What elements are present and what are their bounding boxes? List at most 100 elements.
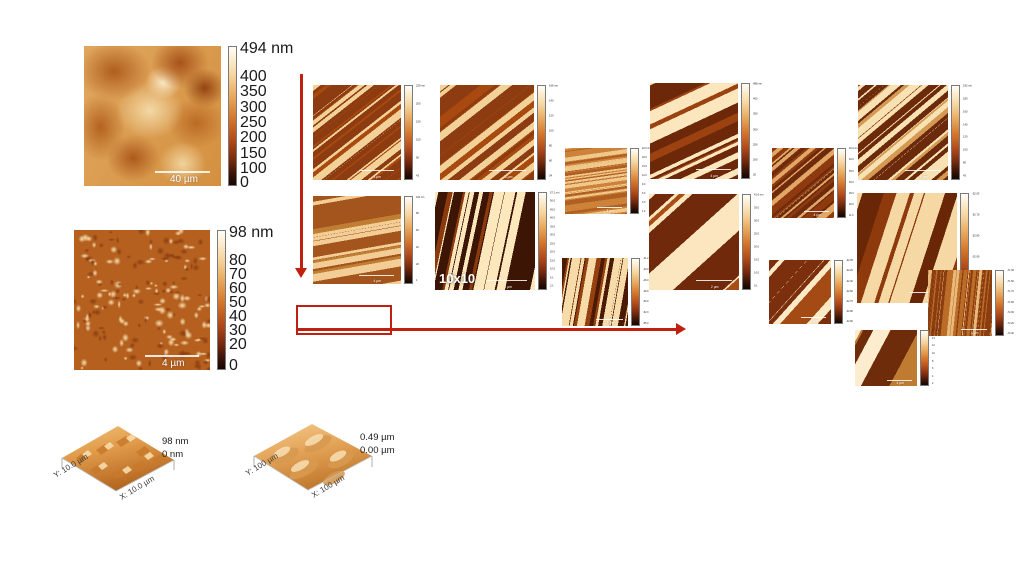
scale-bar <box>887 379 913 381</box>
afm-image <box>855 330 917 386</box>
colorbar-tick-label: 12 <box>932 344 935 348</box>
afm-image <box>649 194 739 290</box>
colorbar-tick-label: -52.70 <box>972 213 980 217</box>
tile-r1c2-colorbar: 166 nm 140 120 100 80 60 34 <box>537 85 563 180</box>
scale-bar-label: 40 µm <box>170 173 198 185</box>
colorbar-tick-label: -52.0 <box>643 310 649 314</box>
colorbar-tick-label: -71.80 <box>1007 300 1014 304</box>
colorbar-tick-label: 40 <box>416 245 419 249</box>
afm-image-top <box>84 46 221 186</box>
process-direction-arrow-down-head <box>295 268 307 278</box>
scale-bar-label: 4 µm <box>970 331 979 336</box>
empty-annotation-box[interactable] <box>296 305 392 335</box>
colorbar-max-label: 166 nm <box>549 84 558 88</box>
colorbar-tick-label: 20 <box>753 173 756 177</box>
afm-image <box>562 258 628 326</box>
colorbar-tick-label: -46.0 <box>643 278 649 282</box>
tile-r3c1[interactable]: 4 µm <box>928 270 992 336</box>
colorbar-tick-label: 25.0 <box>754 232 760 236</box>
scale-bar-label: 4 µm <box>373 175 382 180</box>
colorbar-tick-label: 25.0 <box>550 242 556 246</box>
afm-image <box>769 260 831 324</box>
scale-bar <box>358 275 394 277</box>
afm-image <box>313 196 401 284</box>
colorbar-tick-label: 60 <box>416 228 419 232</box>
colorbar-tick-label: 200 <box>753 158 758 162</box>
scale-bar <box>695 280 732 282</box>
tile-r1c1[interactable]: 4 µm <box>313 85 401 180</box>
render3d-100um[interactable]: Y: 100 µm X: 100 µm 0.49 µm 0.00 µm <box>244 412 395 502</box>
scale-bar-label: 4 µm <box>504 175 513 180</box>
colorbar-tick-label: 2 <box>932 382 934 386</box>
afm-image <box>565 148 627 214</box>
colorbar-tick-label: -32.70 <box>846 299 853 303</box>
scale-bar-label: 4 µm <box>606 209 615 214</box>
tile-r1c6-colorbar: 192 nm 180 160 140 120 100 80 43 <box>951 85 977 180</box>
colorbar-tick-label: 20.0 <box>754 245 760 249</box>
tile-r2c3[interactable]: 2 µm <box>562 258 628 326</box>
colorbar-tick-label: 40.0 <box>849 158 854 162</box>
large-afm-panel-bottom[interactable]: 4 µm <box>74 230 210 370</box>
colorbar-ticks: -71.30 -71.50 -71.70 -71.80 -72.00 -72.20 -72.… <box>1007 269 1015 336</box>
colorbar-max-label: 192 nm <box>963 84 972 88</box>
tile-r1c3[interactable]: 4 µm <box>565 148 627 214</box>
colorbar-ticks: 229 nm 200 150 100 50 43 <box>416 85 430 180</box>
colorbar-tick-label: 80 <box>549 144 552 148</box>
z-range-labels: 0.49 µm 0.00 µm <box>360 432 395 458</box>
colorbar-tick-label: 35.0 <box>550 225 556 229</box>
tile-r1c5[interactable]: 4 µm <box>772 148 834 218</box>
colorbar-tick-label: 180 <box>963 97 968 101</box>
colorbar-gradient <box>404 196 413 284</box>
colorbar-ticks: 22.0 nm 18.0 15.0 12.0 9.0 6.0 3.0 1.0 <box>642 147 651 214</box>
colorbar-tick-label: 6 <box>932 366 934 370</box>
colorbar-gradient <box>404 85 413 180</box>
scale-bar <box>801 317 827 319</box>
colorbar-tick-label: 34 <box>549 174 552 178</box>
colorbar-tick-label: 140 <box>963 123 968 127</box>
colorbar-max-label: 17 nm <box>932 328 939 332</box>
colorbar-ticks: 192 nm 180 160 140 120 100 80 43 <box>963 85 977 180</box>
render3d-10um[interactable]: Y: 10.0 µm X: 10.0 µm 98 nm 0 nm <box>52 412 188 502</box>
tile-r1c4[interactable]: 4 µm <box>650 83 738 179</box>
colorbar-tick-label: 1 <box>416 279 418 283</box>
colorbar-tick-label: 2.1 <box>550 284 554 288</box>
colorbar-ticks: 98 nm 80 70 60 50 40 30 20 0 <box>229 223 274 374</box>
scale-bar <box>804 210 830 212</box>
afm-image <box>858 85 948 180</box>
colorbar-ticks: 100 nm 80 60 40 20 1 <box>416 196 426 284</box>
scale-bar-label: 2 µm <box>810 319 819 324</box>
colorbar-max-label: 22.0 nm <box>642 147 651 151</box>
tile-r2c2[interactable]: 2 µm 10x10 <box>435 192 535 290</box>
colorbar-gradient <box>217 230 226 370</box>
colorbar-tick-label: 80 <box>963 161 966 165</box>
colorbar-tick-label: 80 <box>416 212 419 216</box>
colorbar-tick-label: 60 <box>549 159 552 163</box>
tile-r3c2[interactable]: 4 µm <box>855 330 917 386</box>
colorbar-tick-label: 8 <box>932 359 934 363</box>
colorbar-tick-label: 250 <box>753 143 758 147</box>
colorbar-gradient <box>741 83 750 179</box>
colorbar-ticks: 494 nm 400 350 300 250 200 150 100 0 <box>240 39 294 192</box>
afm-image <box>313 85 401 180</box>
colorbar-tick-label: 30.0 <box>754 219 760 223</box>
colorbar-gradient <box>537 85 546 180</box>
colorbar-max-label: -32.05 <box>846 259 853 263</box>
colorbar-tick-label: -32.60 <box>846 289 853 293</box>
tile-r2c4[interactable]: 2 µm <box>649 194 739 290</box>
scale-bar-label: 4 µm <box>919 175 928 180</box>
tile-r1c6[interactable]: 4 µm <box>858 85 948 180</box>
colorbar-tick-label: -55.0 <box>643 321 649 325</box>
colorbar-tick-label: 3.0 <box>642 200 646 204</box>
colorbar-max-label: 57.1 nm <box>550 191 560 195</box>
colorbar-tick-label: 10.0 <box>550 267 556 271</box>
tile-r2c5[interactable]: 2 µm <box>769 260 831 324</box>
tile-r2c1[interactable]: 4 µm <box>313 196 401 284</box>
tile-r1c2[interactable]: 4 µm <box>440 85 534 180</box>
colorbar-tick-label: 30.0 <box>849 180 854 184</box>
colorbar-gradient <box>742 194 751 290</box>
large-afm-panel-top[interactable]: 40 µm <box>84 46 221 186</box>
scale-bar-label: 4 µm <box>710 174 719 179</box>
afm-image <box>928 270 992 336</box>
tile-r3c2-colorbar: 17 nm 14 12 10 8 6 4 2 <box>920 328 940 386</box>
